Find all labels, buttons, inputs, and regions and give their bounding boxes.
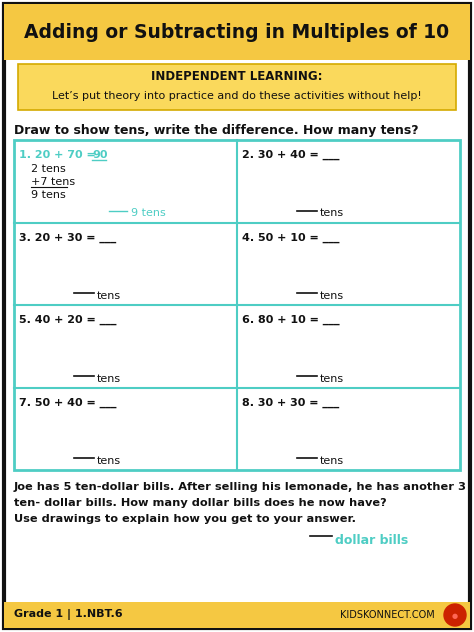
Text: 9 tens: 9 tens bbox=[131, 209, 166, 219]
Text: Use drawings to explain how you get to your answer.: Use drawings to explain how you get to y… bbox=[14, 514, 356, 524]
Circle shape bbox=[444, 604, 466, 626]
Text: tens: tens bbox=[97, 456, 121, 466]
Text: tens: tens bbox=[320, 209, 344, 219]
FancyBboxPatch shape bbox=[4, 4, 470, 628]
Text: 90: 90 bbox=[92, 150, 108, 160]
Text: tens: tens bbox=[97, 374, 121, 384]
Text: ●: ● bbox=[452, 613, 458, 619]
Text: Draw to show tens, write the difference. How many tens?: Draw to show tens, write the difference.… bbox=[14, 124, 419, 137]
FancyBboxPatch shape bbox=[4, 602, 470, 628]
Text: 3. 20 + 30 = ___: 3. 20 + 30 = ___ bbox=[19, 233, 116, 243]
Text: 8. 30 + 30 = ___: 8. 30 + 30 = ___ bbox=[242, 398, 339, 408]
FancyBboxPatch shape bbox=[18, 64, 456, 110]
Text: 1. 20 + 70 =: 1. 20 + 70 = bbox=[19, 150, 100, 160]
Text: tens: tens bbox=[320, 291, 344, 301]
Text: tens: tens bbox=[320, 374, 344, 384]
FancyBboxPatch shape bbox=[14, 140, 460, 470]
Text: 9 tens: 9 tens bbox=[31, 190, 66, 200]
Text: 6. 80 + 10 = ___: 6. 80 + 10 = ___ bbox=[242, 315, 340, 325]
Text: 4. 50 + 10 = ___: 4. 50 + 10 = ___ bbox=[242, 233, 339, 243]
Text: KIDSKONNECT.COM: KIDSKONNECT.COM bbox=[340, 610, 435, 620]
Text: 2. 30 + 40 = ___: 2. 30 + 40 = ___ bbox=[242, 150, 339, 161]
Text: Let’s put theory into practice and do these activities without help!: Let’s put theory into practice and do th… bbox=[52, 91, 422, 101]
Text: tens: tens bbox=[97, 291, 121, 301]
Text: 7. 50 + 40 = ___: 7. 50 + 40 = ___ bbox=[19, 398, 117, 408]
Text: tens: tens bbox=[320, 456, 344, 466]
Text: Grade 1 | 1.NBT.6: Grade 1 | 1.NBT.6 bbox=[14, 609, 123, 621]
Text: 2 tens: 2 tens bbox=[31, 164, 66, 174]
Text: 5. 40 + 20 = ___: 5. 40 + 20 = ___ bbox=[19, 315, 117, 325]
Text: dollar bills: dollar bills bbox=[335, 534, 408, 547]
FancyBboxPatch shape bbox=[4, 4, 470, 60]
Text: Joe has 5 ten-dollar bills. After selling his lemonade, he has another 3: Joe has 5 ten-dollar bills. After sellin… bbox=[14, 482, 467, 492]
Text: Adding or Subtracting in Multiples of 10: Adding or Subtracting in Multiples of 10 bbox=[25, 23, 449, 42]
Text: +7 tens: +7 tens bbox=[31, 177, 75, 187]
Text: ten- dollar bills. How many dollar bills does he now have?: ten- dollar bills. How many dollar bills… bbox=[14, 498, 387, 508]
Text: INDEPENDENT LEARNING:: INDEPENDENT LEARNING: bbox=[151, 71, 323, 83]
